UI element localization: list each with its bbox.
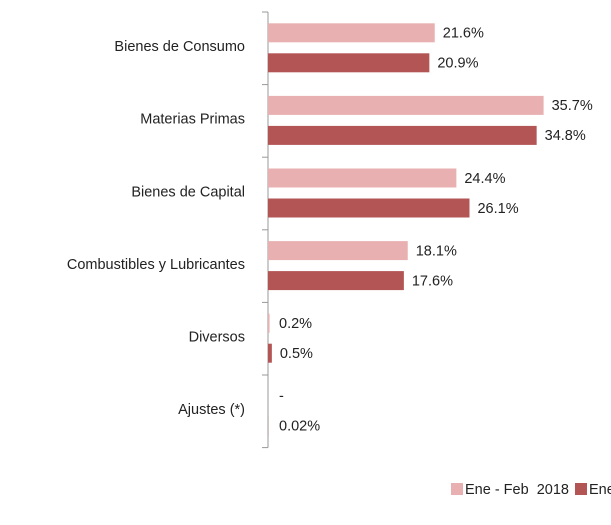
bar [268,125,537,145]
bar [268,168,457,188]
bar [268,313,270,333]
legend-swatch [451,483,463,495]
value-label: 17.6% [412,273,453,289]
bar [268,271,404,291]
category-label: Diversos [189,330,245,346]
value-label: 0.5% [280,346,313,362]
category-label: Ajustes (*) [178,402,245,418]
bar [268,343,272,363]
bar [268,23,435,43]
value-label: 35.7% [552,98,593,114]
category-label: Bienes de Capital [131,184,245,200]
category-label: Combustibles y Lubricantes [67,257,245,273]
legend-swatch [575,483,587,495]
value-label: 26.1% [477,201,518,217]
value-label: 24.4% [464,171,505,187]
value-label: 0.2% [279,316,312,332]
value-label: 34.8% [545,128,586,144]
category-label: Bienes de Consumo [114,39,245,55]
legend-label: Ene - Feb 2019 [589,482,611,498]
bar [268,95,544,115]
value-label: 0.02% [279,419,320,435]
value-label: 20.9% [437,56,478,72]
value-label: - [279,389,284,405]
category-label: Materias Primas [140,112,245,128]
value-label: 18.1% [416,243,457,259]
bar [268,53,430,73]
legend-label: Ene - Feb 2018 [465,482,569,498]
bar [268,241,408,261]
value-label: 21.6% [443,26,484,42]
bar [268,198,470,218]
